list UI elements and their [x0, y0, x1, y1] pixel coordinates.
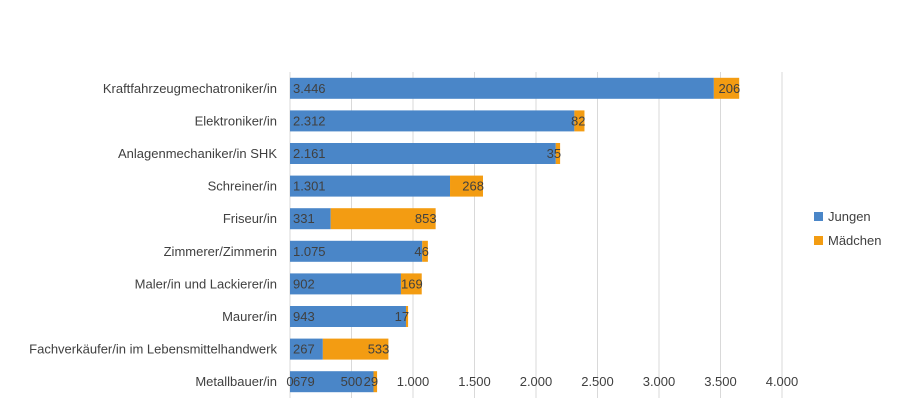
- x-tick-label-3500: 3.500: [704, 374, 737, 389]
- bar-maedchen-maurer-in: [405, 306, 409, 327]
- data-label-maedchen-maler-in-und-lackierer-in: 169: [401, 276, 423, 291]
- bar-jungen-elektroniker-in: [290, 110, 575, 132]
- bar-maedchen-zimmerer-zimmerin: [422, 240, 428, 262]
- legend: Jungen Mädchen: [814, 209, 881, 248]
- legend-swatch-maedchen: [814, 236, 823, 245]
- data-label-jungen-anlagenmechaniker-in-shk: 2.161: [293, 146, 326, 161]
- category-label-anlagenmechaniker-in-shk: Anlagenmechaniker/in SHK: [118, 146, 277, 161]
- bar-jungen-zimmerer-zimmerin: [290, 240, 423, 262]
- legend-label-maedchen: Mädchen: [828, 233, 881, 248]
- bar-maedchen-friseur-in: [330, 208, 436, 230]
- x-tick-label-4000: 4.000: [766, 374, 799, 389]
- data-label-jungen-maler-in-und-lackierer-in: 902: [293, 276, 315, 291]
- category-label-friseur-in: Friseur/in: [223, 211, 277, 226]
- data-label-jungen-kraftfahrzeugmechatroniker-in: 3.446: [293, 81, 326, 96]
- bar-layer: [290, 77, 740, 393]
- data-label-maedchen-schreiner-in: 268: [462, 179, 484, 194]
- bar-maedchen-kraftfahrzeugmechatroniker-in: [713, 77, 740, 99]
- data-label-maedchen-friseur-in: 853: [415, 211, 437, 226]
- data-label-maedchen-elektroniker-in: 82: [571, 113, 585, 128]
- category-label-fachverkaeufer-in-im-lebensmittelhandwerk: Fachverkäufer/in im Lebensmittelhandwerk: [29, 342, 277, 357]
- bar-jungen-kraftfahrzeugmechatroniker-in: [290, 77, 714, 99]
- data-label-jungen-metallbauer-in: 679: [293, 374, 315, 389]
- bar-jungen-schreiner-in: [290, 175, 451, 197]
- bar-maedchen-elektroniker-in: [574, 110, 585, 132]
- data-label-jungen-friseur-in: 331: [293, 211, 315, 226]
- category-label-elektroniker-in: Elektroniker/in: [195, 113, 277, 128]
- data-label-maedchen-maurer-in: 17: [395, 309, 409, 324]
- data-label-jungen-schreiner-in: 1.301: [293, 179, 326, 194]
- label-layer: 3.446 206 2.312 82 2.161 35 1.301 268 331 853 1.07…: [293, 81, 740, 389]
- bar-jungen-maurer-in: [290, 306, 406, 327]
- data-label-jungen-zimmerer-zimmerin: 1.075: [293, 244, 326, 259]
- bar-jungen-metallbauer-in: [290, 371, 374, 393]
- data-label-jungen-fachverkaeufer-in-im-lebensmittelhandwerk: 267: [293, 342, 315, 357]
- data-label-maedchen-kraftfahrzeugmechatroniker-in: 206: [718, 81, 740, 96]
- x-tick-label-500: 500: [341, 374, 363, 389]
- x-tick-label-0: 0: [286, 374, 293, 389]
- data-label-maedchen-anlagenmechaniker-in-shk: 35: [547, 146, 561, 161]
- x-tick-label-1000: 1.000: [397, 374, 430, 389]
- bar-maedchen-schreiner-in: [450, 175, 483, 197]
- axis-layer: 0 500 1.000 1.500 2.000 2.500 3.000 3.500 4.000 K…: [29, 81, 798, 389]
- bar-jungen-maler-in-und-lackierer-in: [290, 273, 401, 295]
- bar-maedchen-metallbauer-in: [373, 371, 378, 393]
- x-tick-label-1500: 1.500: [458, 374, 491, 389]
- category-label-schreiner-in: Schreiner/in: [208, 179, 277, 194]
- data-label-maedchen-zimmerer-zimmerin: 46: [414, 244, 428, 259]
- bar-jungen-fachverkaeufer-in-im-lebensmittelhandwerk: [290, 338, 323, 360]
- bar-jungen-friseur-in: [290, 208, 331, 230]
- bar-maedchen-fachverkaeufer-in-im-lebensmittelhandwerk: [322, 338, 389, 360]
- data-label-jungen-maurer-in: 943: [293, 309, 315, 324]
- bar-jungen-anlagenmechaniker-in-shk: [290, 143, 556, 164]
- category-label-kraftfahrzeugmechatroniker-in: Kraftfahrzeugmechatroniker/in: [103, 81, 277, 96]
- x-tick-label-3000: 3.000: [643, 374, 676, 389]
- category-label-maler-in-und-lackierer-in: Maler/in und Lackierer/in: [135, 276, 277, 291]
- category-label-metallbauer-in: Metallbauer/in: [195, 374, 277, 389]
- legend-swatch-jungen: [814, 212, 823, 221]
- bar-maedchen-maler-in-und-lackierer-in: [400, 273, 422, 295]
- category-label-zimmerer-zimmerin: Zimmerer/Zimmerin: [164, 244, 277, 259]
- data-label-jungen-elektroniker-in: 2.312: [293, 113, 326, 128]
- x-tick-label-2000: 2.000: [520, 374, 553, 389]
- category-label-maurer-in: Maurer/in: [222, 309, 277, 324]
- x-tick-label-2500: 2.500: [581, 374, 614, 389]
- legend-label-jungen: Jungen: [828, 209, 871, 224]
- data-label-maedchen-fachverkaeufer-in-im-lebensmittelhandwerk: 533: [368, 342, 390, 357]
- data-label-maedchen-metallbauer-in: 29: [364, 374, 378, 389]
- bar-maedchen-anlagenmechaniker-in-shk: [555, 143, 561, 164]
